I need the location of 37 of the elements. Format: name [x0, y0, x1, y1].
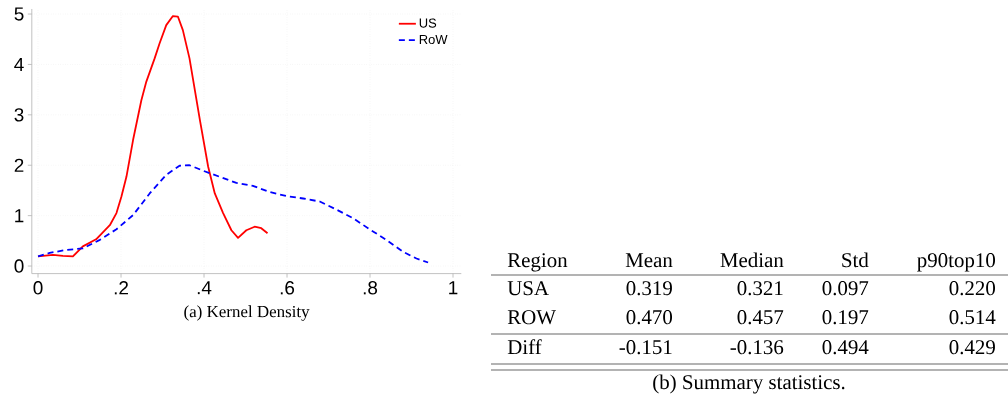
text: -0.151 — [619, 340, 672, 355]
y-tick-label: 3 — [14, 108, 24, 122]
x-tick-label: .2 — [114, 281, 128, 295]
category-label: Diff — [507, 339, 542, 355]
x-tick-label: 1 — [449, 281, 458, 295]
x-tick-label: .8 — [363, 281, 378, 295]
category-label: Std — [842, 252, 869, 268]
category-label: p90top10 — [917, 253, 996, 272]
x-tick-label: .6 — [280, 281, 295, 295]
x-axis-title: (a) Kernel Density — [184, 305, 310, 321]
text: -0.136 — [730, 340, 784, 355]
category-label: Median — [720, 252, 784, 268]
y-tick-label: 1 — [15, 209, 24, 223]
text: 0.494 — [822, 340, 869, 355]
x-tick-label: .4 — [197, 281, 212, 295]
text: 0.514 — [949, 310, 996, 325]
text: 0.220 — [949, 281, 996, 296]
text: 0.429 — [949, 340, 995, 355]
category-label: Mean — [625, 253, 673, 268]
category-label: USA — [507, 281, 549, 296]
text: 0.097 — [822, 281, 869, 296]
text: 0.457 — [737, 310, 784, 325]
legend-label: RoW — [419, 35, 448, 45]
text: Region — [507, 253, 568, 272]
text: 0.197 — [822, 310, 869, 325]
text: 0.319 — [626, 281, 672, 296]
y-tick-label: 4 — [14, 57, 24, 71]
y-tick-label: 0 — [14, 259, 24, 273]
text: 0.470 — [626, 310, 673, 325]
y-tick-label: 2 — [14, 158, 24, 172]
text: 0.321 — [737, 281, 783, 296]
text: (b) Summary statistics. — [653, 374, 845, 394]
category-label: ROW — [507, 310, 556, 325]
legend-label: US — [419, 18, 437, 28]
x-tick-label: 0 — [33, 281, 43, 295]
y-tick-label: 5 — [14, 7, 24, 21]
line-series — [37, 164, 430, 264]
